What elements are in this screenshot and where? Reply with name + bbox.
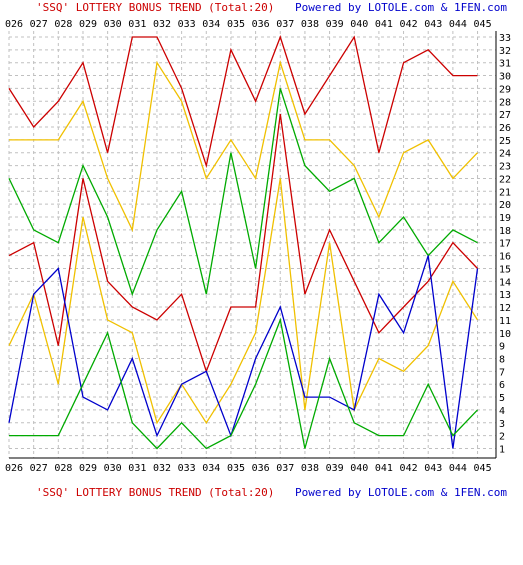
y-tick-label: 25 bbox=[499, 136, 511, 147]
x-tick-label-top: 032 bbox=[153, 19, 171, 30]
x-tick-labels-bottom: 026 027 028 029 030 031 032 033 034 035 036 037 038 0… bbox=[5, 463, 492, 474]
x-tick-label-bottom: 037 bbox=[276, 463, 294, 474]
x-tick-label-bottom: 027 bbox=[30, 463, 48, 474]
x-tick-label-top: 041 bbox=[375, 19, 393, 30]
series-line-3 bbox=[8, 88, 478, 297]
x-tick-label-bottom: 042 bbox=[400, 463, 418, 474]
y-tick-label: 9 bbox=[499, 342, 505, 353]
y-tick-label: 7 bbox=[499, 367, 505, 378]
y-tick-label: 32 bbox=[499, 46, 511, 57]
x-tick-label-bottom: 030 bbox=[104, 463, 122, 474]
title-top-text: 'SSQ' LOTTERY BONUS TREND (Total:20) bbox=[36, 1, 274, 14]
x-tick-label-bottom: 031 bbox=[128, 463, 146, 474]
y-tick-label: 23 bbox=[499, 162, 511, 173]
x-tick-label-bottom: 029 bbox=[79, 463, 97, 474]
y-tick-label: 6 bbox=[499, 380, 505, 391]
y-tick-label: 5 bbox=[499, 393, 505, 404]
x-tick-label-top: 037 bbox=[276, 19, 294, 30]
x-tick-label-top: 033 bbox=[178, 19, 196, 30]
x-tick-labels-top: 026 027 028 029 030 031 032 033 034 035 036 037 038 0… bbox=[5, 19, 492, 30]
x-tick-label-bottom: 026 bbox=[5, 463, 23, 474]
x-tick-label-top: 031 bbox=[128, 19, 146, 30]
y-tick-label: 17 bbox=[499, 239, 511, 250]
x-tick-label-bottom: 040 bbox=[350, 463, 368, 474]
x-tick-label-bottom: 032 bbox=[153, 463, 171, 474]
x-tick-label-top: 026 bbox=[5, 19, 23, 30]
series-line-2 bbox=[9, 60, 478, 233]
y-tick-label: 18 bbox=[499, 226, 511, 237]
x-tick-label-top: 028 bbox=[54, 19, 72, 30]
y-tick-label: 20 bbox=[499, 200, 511, 211]
y-tick-label: 16 bbox=[499, 252, 511, 263]
y-tick-label: 3 bbox=[499, 419, 505, 430]
x-tick-label-bottom: 045 bbox=[474, 463, 492, 474]
x-tick-label-top: 043 bbox=[424, 19, 442, 30]
x-tick-label-top: 035 bbox=[227, 19, 245, 30]
x-tick-label-bottom: 038 bbox=[301, 463, 319, 474]
x-tick-label-top: 027 bbox=[30, 19, 48, 30]
x-tick-label-bottom: 036 bbox=[252, 463, 270, 474]
y-tick-label: 8 bbox=[499, 354, 505, 365]
x-tick-label-bottom: 033 bbox=[178, 463, 196, 474]
x-tick-label-bottom: 041 bbox=[375, 463, 393, 474]
series-line-6 bbox=[8, 255, 479, 449]
x-tick-label-top: 039 bbox=[326, 19, 344, 30]
x-tick-label-top: 034 bbox=[202, 19, 220, 30]
y-tick-label: 19 bbox=[499, 213, 511, 224]
x-tick-label-bottom: 034 bbox=[202, 463, 220, 474]
y-tick-label: 28 bbox=[499, 97, 511, 108]
x-tick-label-top: 040 bbox=[350, 19, 368, 30]
y-tick-label: 12 bbox=[499, 303, 511, 314]
x-tick-label-top: 038 bbox=[301, 19, 319, 30]
y-tick-label: 10 bbox=[499, 329, 511, 340]
x-tick-label-top: 036 bbox=[252, 19, 270, 30]
x-tick-label-bottom: 028 bbox=[54, 463, 72, 474]
title-bottom-text: 'SSQ' LOTTERY BONUS TREND (Total:20) bbox=[36, 486, 274, 499]
x-tick-label-top: 042 bbox=[400, 19, 418, 30]
series-line-4 bbox=[8, 114, 478, 374]
x-tick-label-top: 044 bbox=[449, 19, 467, 30]
y-tick-label: 15 bbox=[499, 264, 511, 275]
series-line-1 bbox=[8, 35, 478, 169]
x-tick-label-bottom: 035 bbox=[227, 463, 245, 474]
series-line-5 bbox=[8, 178, 479, 425]
chart-title-bottom: 'SSQ' LOTTERY BONUS TREND (Total:20) Pow… bbox=[36, 486, 507, 499]
x-tick-label-top: 045 bbox=[474, 19, 492, 30]
y-tick-label: 33 bbox=[499, 33, 511, 44]
y-tick-label: 27 bbox=[499, 110, 511, 121]
x-tick-label-bottom: 043 bbox=[424, 463, 442, 474]
y-tick-label: 1 bbox=[499, 445, 505, 456]
y-tick-labels: 1234567891011121314151617181920212223242… bbox=[499, 33, 511, 456]
y-tick-label: 29 bbox=[499, 84, 511, 95]
y-tick-label: 31 bbox=[499, 59, 511, 70]
y-tick-label: 2 bbox=[499, 432, 505, 443]
x-tick-label-top: 029 bbox=[79, 19, 97, 30]
y-tick-label: 21 bbox=[499, 187, 511, 198]
y-tick-label: 24 bbox=[499, 149, 511, 160]
powered-bottom-text: Powered by LOTOLE.com & 1FEN.com bbox=[295, 486, 507, 499]
x-tick-label-bottom: 039 bbox=[326, 463, 344, 474]
x-tick-label-top: 030 bbox=[104, 19, 122, 30]
y-tick-label: 30 bbox=[499, 72, 511, 83]
series-line-7 bbox=[9, 317, 478, 450]
series-lines bbox=[8, 35, 479, 450]
grid-lines bbox=[8, 31, 497, 459]
y-tick-label: 4 bbox=[499, 406, 505, 417]
y-tick-label: 14 bbox=[499, 277, 511, 288]
y-tick-label: 22 bbox=[499, 174, 511, 185]
x-tick-label-bottom: 044 bbox=[449, 463, 467, 474]
y-tick-label: 11 bbox=[499, 316, 511, 327]
y-tick-label: 26 bbox=[499, 123, 511, 134]
y-tick-label: 13 bbox=[499, 290, 511, 301]
powered-top-text: Powered by LOTOLE.com & 1FEN.com bbox=[295, 1, 507, 14]
chart-title-top: 'SSQ' LOTTERY BONUS TREND (Total:20) Pow… bbox=[36, 1, 507, 14]
